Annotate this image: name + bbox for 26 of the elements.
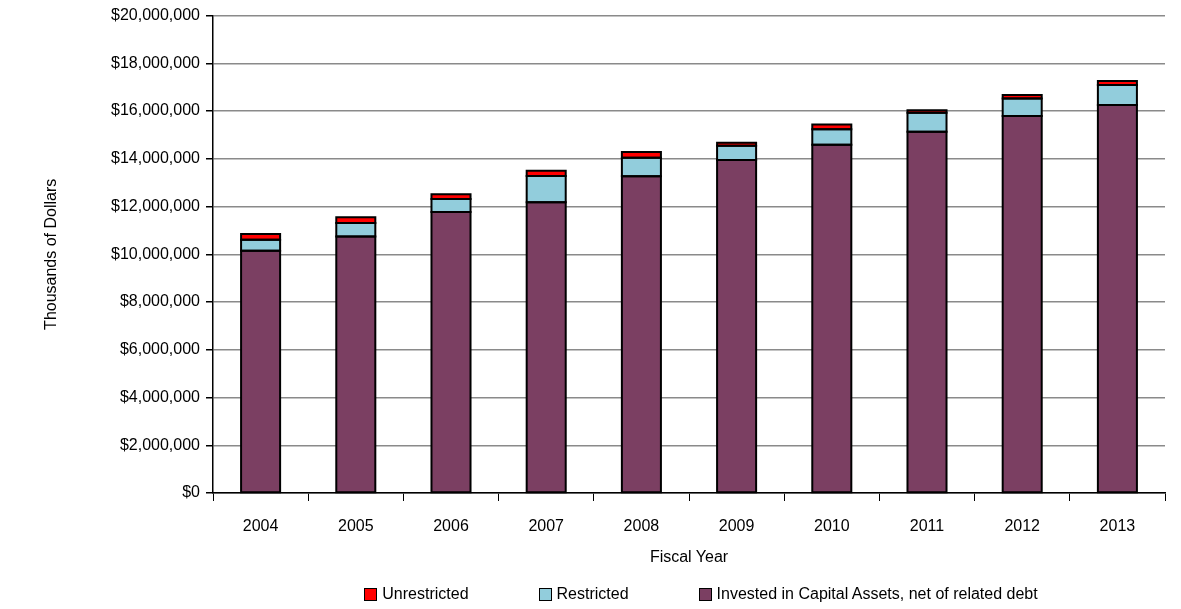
legend-label: Unrestricted [382, 585, 469, 603]
y-tick-label: $14,000,000 [111, 149, 201, 167]
x-tick-label: 2006 [433, 517, 469, 535]
x-tick-label: 2005 [338, 517, 374, 535]
legend-label: Invested in Capital Assets, net of related debt [716, 585, 1038, 603]
x-tick-label: 2012 [1004, 517, 1041, 535]
y-tick-label: $10,000,000 [111, 244, 201, 262]
y-tick-label: $4,000,000 [119, 387, 201, 405]
x-tick-label: 2009 [718, 517, 755, 535]
y-axis-title: Thousands of Dollars [42, 178, 60, 330]
legend-label: Restricted [556, 585, 629, 603]
x-tick-label: 2013 [1099, 517, 1136, 535]
y-tick-label: $16,000,000 [111, 101, 201, 119]
x-tick-label: 2008 [623, 517, 660, 535]
y-tick-label: $0 [182, 483, 201, 501]
y-tick-label: $18,000,000 [111, 53, 201, 71]
y-tick-label: $6,000,000 [119, 340, 201, 358]
x-tick-label: 2011 [909, 517, 945, 535]
x-tick-label: 2007 [528, 517, 565, 535]
y-tick-label: $8,000,000 [119, 292, 201, 310]
x-tick-label: 2004 [242, 517, 279, 535]
x-axis-title: Fiscal Year [649, 547, 729, 565]
x-tick-label: 2010 [814, 517, 850, 535]
y-tick-label: $20,000,000 [111, 6, 201, 24]
y-tick-label: $2,000,000 [119, 435, 201, 453]
y-tick-label: $12,000,000 [111, 196, 201, 214]
